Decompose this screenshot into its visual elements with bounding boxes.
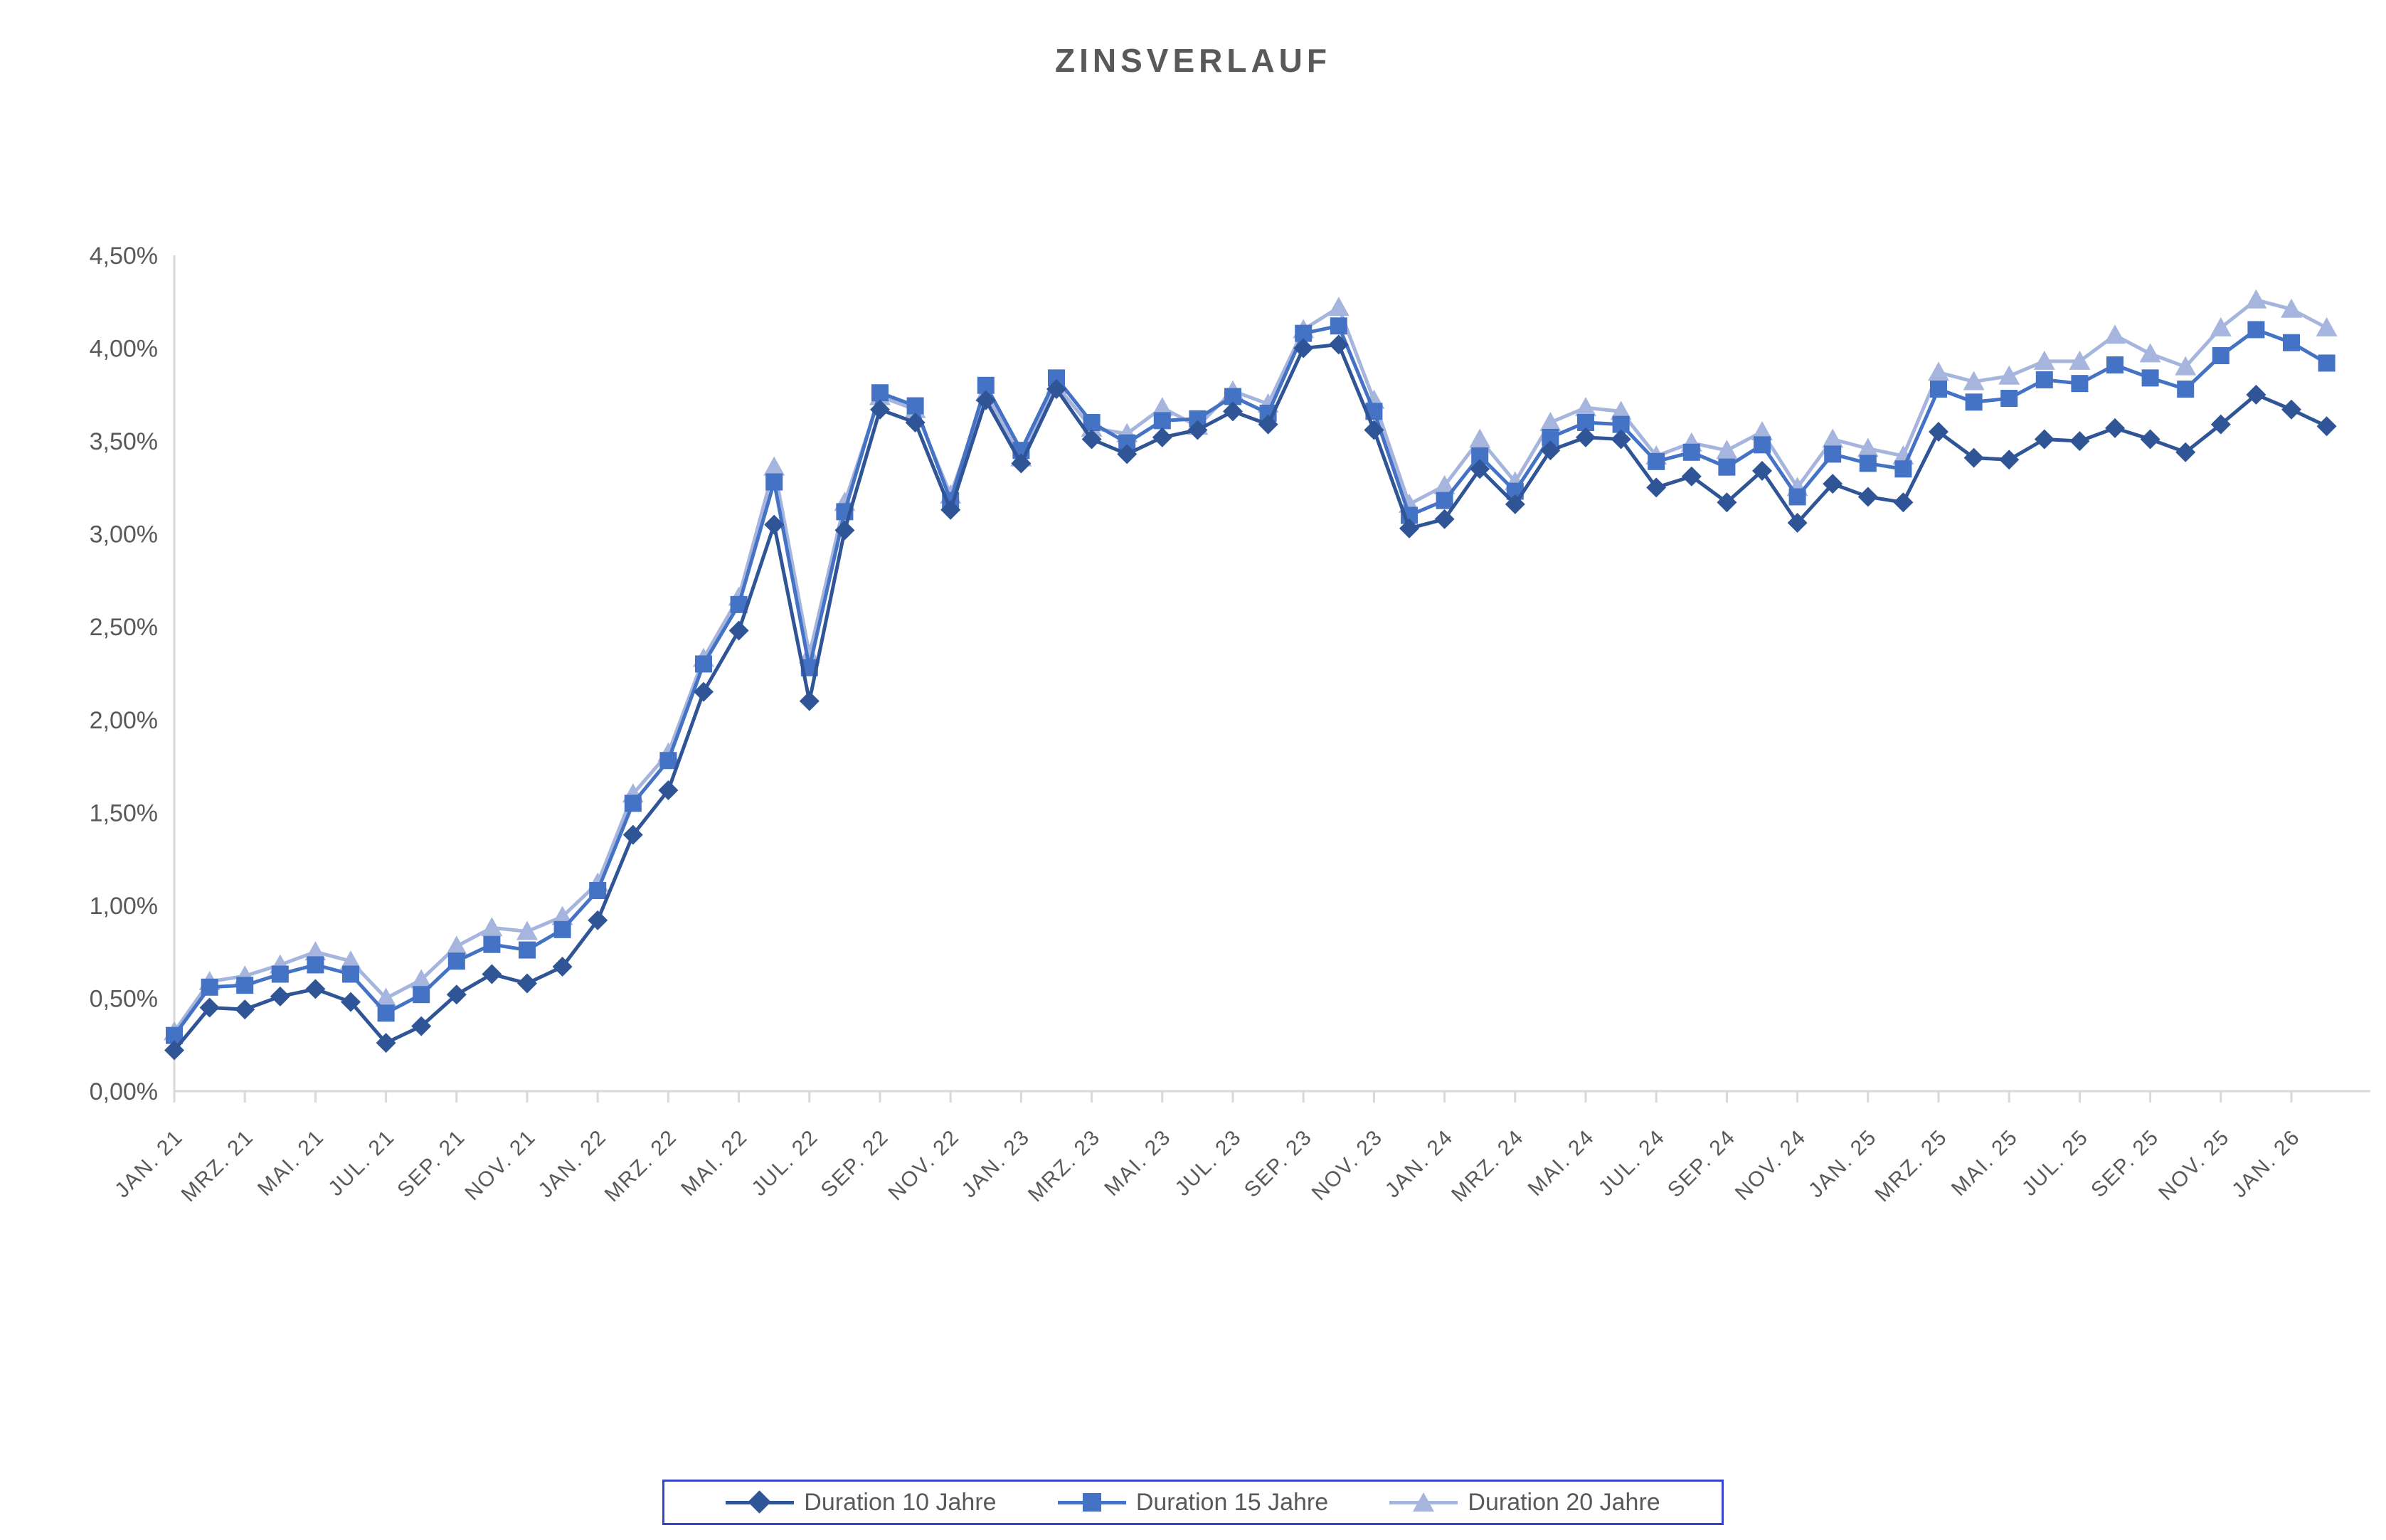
svg-text:4,00%: 4,00% bbox=[90, 336, 158, 363]
svg-text:MAI. 25: MAI. 25 bbox=[1947, 1125, 2022, 1201]
diamond-marker-icon bbox=[726, 1490, 795, 1514]
legend-item-duration-10: Duration 10 Jahre bbox=[726, 1488, 997, 1517]
svg-text:0,50%: 0,50% bbox=[90, 985, 158, 1012]
svg-text:JUL. 23: JUL. 23 bbox=[1171, 1125, 1246, 1201]
legend-label: Duration 10 Jahre bbox=[804, 1488, 997, 1516]
svg-text:MRZ. 24: MRZ. 24 bbox=[1447, 1125, 1529, 1207]
svg-text:JAN. 24: JAN. 24 bbox=[1381, 1125, 1458, 1203]
svg-text:NOV. 21: NOV. 21 bbox=[460, 1125, 541, 1206]
svg-text:MAI. 24: MAI. 24 bbox=[1524, 1125, 1599, 1201]
y-axis-labels: 0,00% 0,50% 1,00% 1,50% 2,00% 2,50% 3,00% 3,50%… bbox=[90, 243, 158, 1105]
svg-text:3,00%: 3,00% bbox=[90, 521, 158, 548]
svg-text:JUL. 21: JUL. 21 bbox=[324, 1125, 399, 1201]
svg-text:1,00%: 1,00% bbox=[90, 893, 158, 920]
svg-text:SEP. 22: SEP. 22 bbox=[817, 1125, 894, 1202]
legend-label: Duration 20 Jahre bbox=[1468, 1488, 1660, 1516]
svg-text:SEP. 21: SEP. 21 bbox=[393, 1125, 470, 1202]
legend-label: Duration 15 Jahre bbox=[1135, 1488, 1329, 1516]
legend-item-duration-15: Duration 15 Jahre bbox=[1057, 1488, 1329, 1517]
svg-text:MRZ. 21: MRZ. 21 bbox=[177, 1125, 259, 1207]
svg-text:JAN. 26: JAN. 26 bbox=[2227, 1125, 2305, 1203]
svg-text:MAI. 22: MAI. 22 bbox=[677, 1125, 752, 1201]
triangle-marker-icon bbox=[1389, 1492, 1458, 1513]
svg-text:1,50%: 1,50% bbox=[90, 800, 158, 827]
svg-text:JAN. 25: JAN. 25 bbox=[1804, 1125, 1882, 1203]
svg-text:SEP. 25: SEP. 25 bbox=[2087, 1125, 2163, 1202]
svg-text:JUL. 25: JUL. 25 bbox=[2018, 1125, 2093, 1201]
square-marker-icon bbox=[1057, 1492, 1126, 1513]
svg-text:MRZ. 25: MRZ. 25 bbox=[1870, 1125, 1952, 1207]
svg-text:MAI. 21: MAI. 21 bbox=[253, 1125, 329, 1201]
svg-text:MAI. 23: MAI. 23 bbox=[1100, 1125, 1175, 1201]
axes bbox=[173, 255, 2370, 1093]
svg-text:NOV. 22: NOV. 22 bbox=[884, 1125, 965, 1206]
svg-text:SEP. 24: SEP. 24 bbox=[1663, 1125, 1740, 1202]
svg-text:2,50%: 2,50% bbox=[90, 614, 158, 641]
chart-title: ZINSVERLAUF bbox=[1055, 42, 1331, 79]
svg-text:JAN. 23: JAN. 23 bbox=[958, 1125, 1035, 1203]
svg-text:JAN. 21: JAN. 21 bbox=[110, 1125, 188, 1203]
svg-text:JUL. 24: JUL. 24 bbox=[1594, 1125, 1670, 1201]
legend-item-duration-20: Duration 20 Jahre bbox=[1389, 1489, 1660, 1517]
svg-text:NOV. 24: NOV. 24 bbox=[1731, 1125, 1811, 1206]
svg-text:3,50%: 3,50% bbox=[90, 428, 158, 455]
svg-text:MRZ. 23: MRZ. 23 bbox=[1024, 1125, 1105, 1207]
series-duration-10-jahre bbox=[164, 334, 2337, 1061]
series-duration-15-jahre bbox=[166, 317, 2335, 1044]
chart-legend: Duration 10 Jahre Duration 15 Jahre Dura… bbox=[662, 1480, 1724, 1525]
svg-text:0,00%: 0,00% bbox=[90, 1078, 158, 1105]
svg-text:2,00%: 2,00% bbox=[90, 707, 158, 734]
svg-text:4,50%: 4,50% bbox=[90, 243, 158, 270]
svg-text:SEP. 23: SEP. 23 bbox=[1240, 1125, 1317, 1202]
svg-text:MRZ. 22: MRZ. 22 bbox=[600, 1125, 682, 1207]
svg-text:JAN. 22: JAN. 22 bbox=[534, 1125, 611, 1203]
svg-text:JUL. 22: JUL. 22 bbox=[747, 1125, 822, 1201]
svg-text:NOV. 25: NOV. 25 bbox=[2154, 1125, 2234, 1206]
svg-text:NOV. 23: NOV. 23 bbox=[1308, 1125, 1388, 1206]
